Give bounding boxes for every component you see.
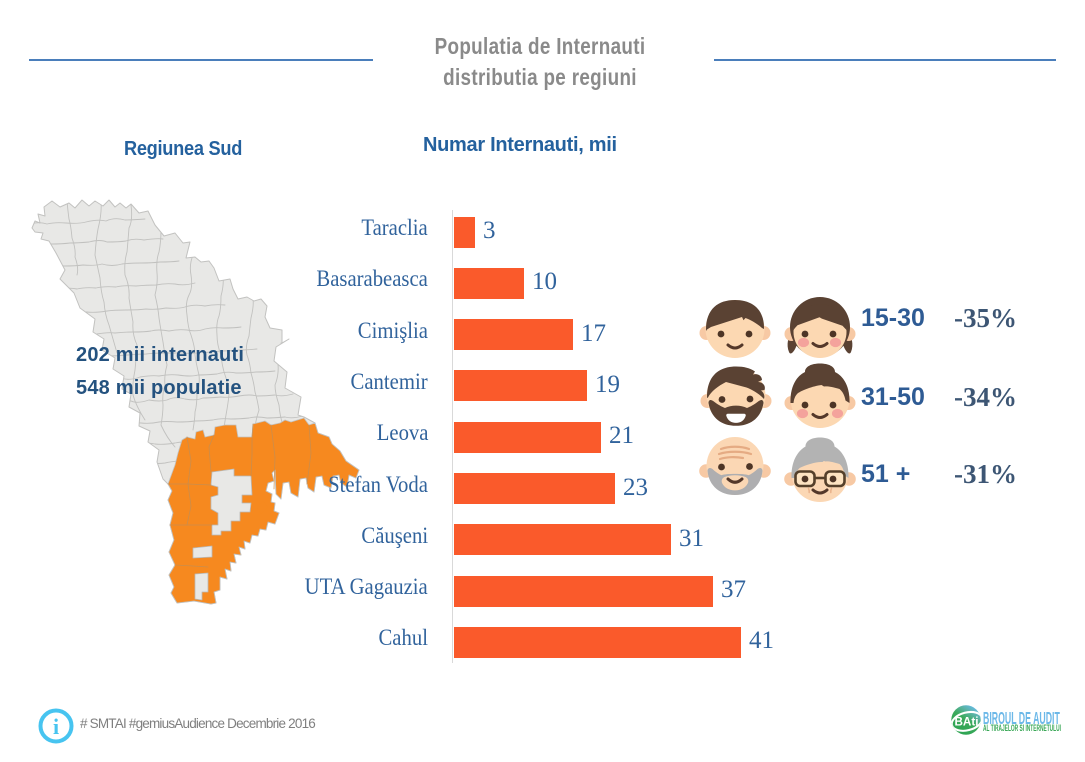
svg-text:i: i bbox=[53, 714, 59, 739]
svg-text:BAti: BAti bbox=[954, 716, 978, 729]
